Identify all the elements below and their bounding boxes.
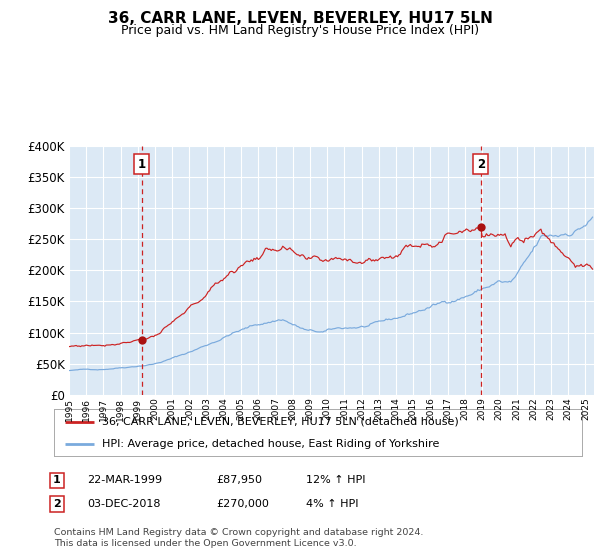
Text: 2006: 2006 — [254, 398, 263, 421]
Text: 2017: 2017 — [443, 398, 452, 421]
Text: 2019: 2019 — [478, 398, 487, 421]
Text: 2010: 2010 — [323, 398, 332, 421]
Text: 1: 1 — [53, 475, 61, 486]
Text: 4% ↑ HPI: 4% ↑ HPI — [306, 499, 359, 509]
Text: 03-DEC-2018: 03-DEC-2018 — [87, 499, 161, 509]
Text: 2022: 2022 — [529, 398, 538, 420]
Text: 2013: 2013 — [374, 398, 383, 421]
Text: 2: 2 — [476, 158, 485, 171]
Text: 2002: 2002 — [185, 398, 194, 421]
Text: 1996: 1996 — [82, 398, 91, 421]
Text: 36, CARR LANE, LEVEN, BEVERLEY, HU17 5LN (detached house): 36, CARR LANE, LEVEN, BEVERLEY, HU17 5LN… — [101, 417, 458, 427]
Text: 2021: 2021 — [512, 398, 521, 421]
Text: 2018: 2018 — [460, 398, 469, 421]
Text: 1999: 1999 — [133, 398, 142, 421]
Text: 2000: 2000 — [151, 398, 160, 421]
Text: 2023: 2023 — [547, 398, 556, 421]
Text: £270,000: £270,000 — [216, 499, 269, 509]
Text: 2025: 2025 — [581, 398, 590, 421]
Text: 22-MAR-1999: 22-MAR-1999 — [87, 475, 162, 486]
Text: £87,950: £87,950 — [216, 475, 262, 486]
Text: 2020: 2020 — [495, 398, 504, 421]
Text: 2011: 2011 — [340, 398, 349, 421]
Text: 2004: 2004 — [220, 398, 229, 421]
Text: 2024: 2024 — [563, 398, 572, 420]
Text: 2001: 2001 — [168, 398, 177, 421]
Text: 2008: 2008 — [288, 398, 297, 421]
Text: 1997: 1997 — [99, 398, 108, 421]
Text: Contains HM Land Registry data © Crown copyright and database right 2024.
This d: Contains HM Land Registry data © Crown c… — [54, 528, 424, 548]
Text: 2012: 2012 — [357, 398, 366, 421]
Text: 2005: 2005 — [236, 398, 245, 421]
Text: 2015: 2015 — [409, 398, 418, 421]
Text: 2003: 2003 — [202, 398, 211, 421]
Text: 1995: 1995 — [65, 398, 74, 421]
Text: 1: 1 — [137, 158, 146, 171]
Text: 1998: 1998 — [116, 398, 125, 421]
Text: 2007: 2007 — [271, 398, 280, 421]
Text: 2014: 2014 — [392, 398, 401, 421]
Text: 2016: 2016 — [426, 398, 435, 421]
Text: 12% ↑ HPI: 12% ↑ HPI — [306, 475, 365, 486]
Text: 2: 2 — [53, 499, 61, 509]
Text: Price paid vs. HM Land Registry's House Price Index (HPI): Price paid vs. HM Land Registry's House … — [121, 24, 479, 36]
Text: 36, CARR LANE, LEVEN, BEVERLEY, HU17 5LN: 36, CARR LANE, LEVEN, BEVERLEY, HU17 5LN — [107, 11, 493, 26]
Text: HPI: Average price, detached house, East Riding of Yorkshire: HPI: Average price, detached house, East… — [101, 438, 439, 449]
Text: 2009: 2009 — [305, 398, 314, 421]
